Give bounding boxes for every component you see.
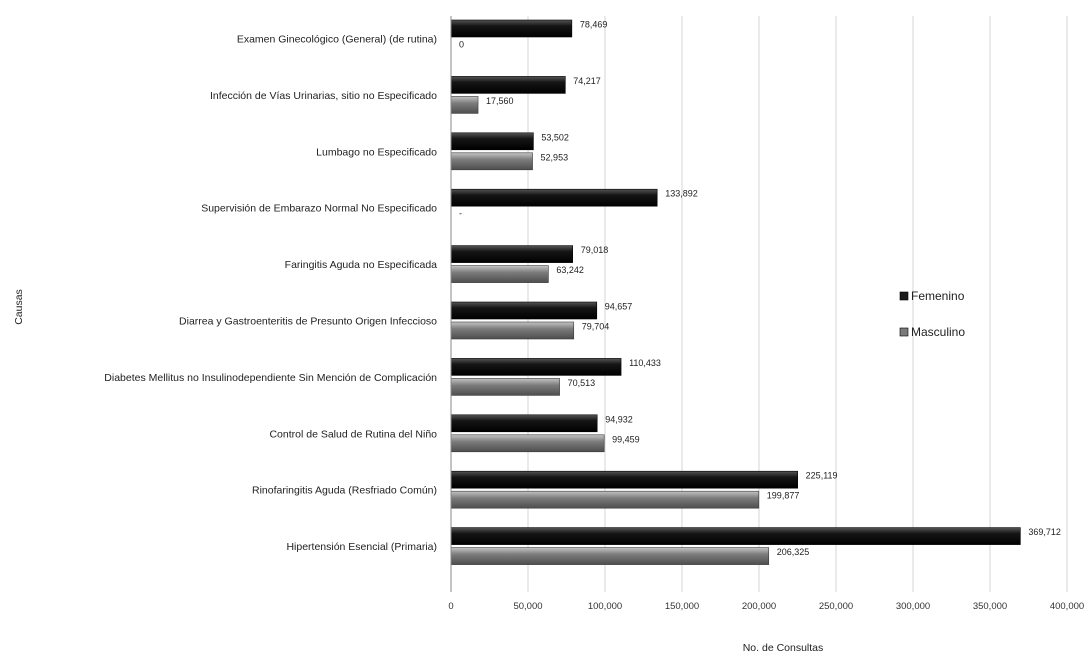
data-label: 94,657 [605, 302, 633, 312]
data-label: 199,877 [767, 491, 800, 501]
bar-femenino [450, 414, 598, 433]
legend-item-femenino: Femenino [899, 289, 965, 303]
x-tick-label: 350,000 [973, 601, 1007, 612]
y-axis-title: Causas [13, 289, 25, 325]
category-label: Rinofaringitis Aguda (Resfriado Común) [252, 485, 437, 497]
x-tick-label: 150,000 [665, 601, 699, 612]
data-label: - [459, 209, 462, 219]
data-label: 53,502 [541, 132, 569, 142]
x-tick-label: 300,000 [896, 601, 930, 612]
bar-femenino [450, 358, 622, 376]
data-label: 99,459 [612, 434, 640, 444]
bars [450, 19, 1021, 565]
gridlines [527, 16, 1068, 592]
x-tick-label: 400,000 [1050, 601, 1084, 612]
labels: 0 50,000 100,000 150,000 200,000 250,000 300,0… [104, 20, 1084, 613]
legend-swatch-masculino [899, 327, 909, 337]
category-label: Examen Ginecológico (General) (de rutina… [237, 34, 437, 46]
bar-femenino [450, 76, 566, 94]
x-tick-label: 200,000 [742, 601, 776, 612]
bar-femenino [450, 19, 573, 38]
bar-masculino [450, 547, 770, 565]
bar-masculino [450, 434, 605, 453]
category-label: Infección de Vías Urinarias, sitio no Es… [210, 90, 437, 102]
data-label: 52,953 [541, 152, 569, 162]
bar-femenino [450, 470, 798, 489]
x-tick-label: 100,000 [588, 601, 622, 612]
category-label: Diabetes Mellitus no Insulinodependiente… [104, 372, 437, 384]
category-label: Diarrea y Gastroenteritis de Presunto Or… [179, 316, 437, 328]
legend-label-femenino: Femenino [911, 289, 965, 303]
data-label: 79,704 [582, 322, 610, 332]
data-label: 70,513 [568, 378, 596, 388]
data-label: 79,018 [581, 245, 609, 255]
x-tick-label: 50,000 [513, 601, 542, 612]
data-label: 206,325 [777, 547, 810, 557]
category-label: Hipertensión Esencial (Primaria) [286, 541, 437, 553]
bar-masculino [450, 265, 549, 283]
category-label: Faringitis Aguda no Especificada [285, 259, 438, 271]
data-label: 74,217 [573, 76, 601, 86]
legend: Femenino Masculino [899, 289, 965, 339]
legend-label-masculino: Masculino [911, 325, 965, 339]
category-label: Supervisión de Embarazo Normal No Especi… [201, 203, 437, 215]
x-tick-label: 250,000 [819, 601, 853, 612]
data-label: 94,932 [605, 414, 633, 424]
data-label: 110,433 [629, 358, 661, 368]
category-label: Lumbago no Especificado [316, 146, 437, 158]
data-label: 133,892 [665, 189, 698, 199]
x-tick-label: 0 [448, 601, 453, 612]
bar-femenino [450, 301, 598, 320]
data-label: 225,119 [806, 471, 838, 481]
legend-item-masculino: Masculino [899, 325, 965, 339]
bar-masculino [450, 152, 533, 171]
bar-masculino [450, 490, 760, 509]
category-label: Control de Salud de Rutina del Niño [269, 428, 437, 440]
bar-femenino [450, 188, 658, 207]
bar-masculino [450, 96, 479, 114]
bar-masculino [450, 321, 575, 340]
data-label: 17,560 [486, 96, 514, 106]
bar-masculino [450, 378, 560, 396]
bar-femenino [450, 132, 534, 151]
data-label: 78,469 [580, 20, 608, 30]
data-label: 0 [459, 40, 464, 50]
x-axis-title: No. de Consultas [743, 642, 824, 654]
bar-femenino [450, 245, 573, 263]
bar-femenino [450, 527, 1021, 545]
data-label: 369,712 [1028, 527, 1061, 537]
data-label: 63,242 [556, 265, 584, 275]
legend-swatch-femenino [899, 291, 909, 301]
